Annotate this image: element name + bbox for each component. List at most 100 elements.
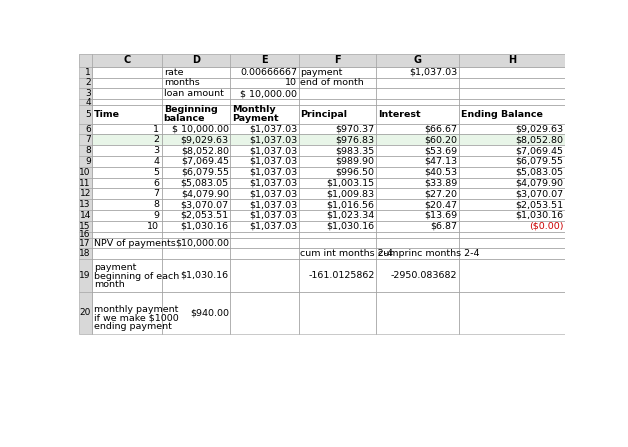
- Bar: [162, 89, 230, 99]
- Bar: [78, 124, 565, 135]
- Bar: [78, 177, 565, 188]
- Bar: [230, 238, 298, 249]
- Text: $13.69: $13.69: [425, 211, 457, 220]
- Text: 10: 10: [147, 222, 159, 231]
- Bar: [78, 105, 92, 124]
- Text: 2: 2: [85, 78, 91, 88]
- Bar: [376, 232, 459, 238]
- Text: $5,083.05: $5,083.05: [181, 178, 229, 187]
- Text: $9,029.63: $9,029.63: [516, 125, 564, 134]
- Bar: [78, 67, 92, 77]
- Bar: [230, 167, 298, 177]
- Text: payment: payment: [94, 263, 136, 272]
- Text: 5: 5: [153, 168, 159, 177]
- Bar: [298, 99, 376, 105]
- Bar: [298, 232, 376, 238]
- Text: 13: 13: [79, 200, 91, 209]
- Bar: [78, 291, 565, 334]
- Bar: [78, 156, 565, 167]
- Bar: [78, 89, 92, 99]
- Text: 0.00666667: 0.00666667: [240, 67, 297, 76]
- Bar: [162, 77, 230, 89]
- Bar: [78, 259, 92, 291]
- Bar: [298, 167, 376, 177]
- Bar: [459, 105, 565, 124]
- Text: $1,016.56: $1,016.56: [327, 200, 374, 209]
- Text: Ending Balance: Ending Balance: [460, 110, 543, 119]
- Bar: [78, 221, 92, 232]
- Text: $2,053.51: $2,053.51: [516, 200, 564, 209]
- Text: $6,079.55: $6,079.55: [181, 168, 229, 177]
- Text: $1,003.15: $1,003.15: [327, 178, 374, 187]
- Text: Interest: Interest: [377, 110, 420, 119]
- Text: $970.37: $970.37: [335, 125, 374, 134]
- Text: 17: 17: [79, 239, 91, 248]
- Text: Time: Time: [94, 110, 120, 119]
- Bar: [78, 54, 92, 67]
- Text: -2950.083682: -2950.083682: [391, 271, 457, 280]
- Text: end of month: end of month: [300, 78, 364, 88]
- Bar: [78, 232, 565, 238]
- Text: beginning of each: beginning of each: [94, 271, 179, 281]
- Bar: [376, 135, 459, 145]
- Bar: [162, 145, 230, 156]
- Bar: [78, 67, 565, 77]
- Bar: [162, 238, 230, 249]
- Text: $ 10,000.00: $ 10,000.00: [172, 125, 229, 134]
- Bar: [459, 188, 565, 199]
- Bar: [92, 89, 162, 99]
- Bar: [459, 67, 565, 77]
- Bar: [298, 238, 376, 249]
- Text: $989.90: $989.90: [335, 157, 374, 166]
- Bar: [78, 199, 92, 210]
- Bar: [162, 67, 230, 77]
- Bar: [162, 291, 230, 334]
- Bar: [459, 89, 565, 99]
- Text: $1,037.03: $1,037.03: [249, 135, 297, 144]
- Bar: [92, 124, 162, 135]
- Bar: [230, 105, 298, 124]
- Text: $33.89: $33.89: [425, 178, 457, 187]
- Bar: [376, 167, 459, 177]
- Text: 1: 1: [85, 67, 91, 76]
- Text: $40.53: $40.53: [425, 168, 457, 177]
- Text: $1,037.03: $1,037.03: [249, 125, 297, 134]
- Bar: [162, 54, 230, 67]
- Bar: [230, 249, 298, 259]
- Bar: [162, 232, 230, 238]
- Text: $983.35: $983.35: [335, 146, 374, 155]
- Bar: [230, 199, 298, 210]
- Bar: [162, 156, 230, 167]
- Text: G: G: [414, 55, 421, 65]
- Text: $1,030.16: $1,030.16: [181, 271, 229, 280]
- Text: $60.20: $60.20: [425, 135, 457, 144]
- Bar: [459, 124, 565, 135]
- Bar: [298, 221, 376, 232]
- Bar: [92, 188, 162, 199]
- Text: $996.50: $996.50: [335, 168, 374, 177]
- Text: 14: 14: [80, 211, 91, 220]
- Bar: [162, 221, 230, 232]
- Bar: [298, 259, 376, 291]
- Text: $5,083.05: $5,083.05: [516, 168, 564, 177]
- Bar: [92, 99, 162, 105]
- Text: monthly payment: monthly payment: [94, 305, 178, 314]
- Text: 9: 9: [153, 211, 159, 220]
- Text: $1,037.03: $1,037.03: [249, 168, 297, 177]
- Bar: [459, 156, 565, 167]
- Bar: [459, 135, 565, 145]
- Bar: [78, 89, 565, 99]
- Text: $4,079.90: $4,079.90: [181, 189, 229, 198]
- Text: $66.67: $66.67: [425, 125, 457, 134]
- Bar: [230, 156, 298, 167]
- Bar: [230, 54, 298, 67]
- Bar: [92, 291, 162, 334]
- Bar: [298, 145, 376, 156]
- Bar: [298, 188, 376, 199]
- Bar: [459, 238, 565, 249]
- Text: cumprinc months 2-4: cumprinc months 2-4: [377, 249, 479, 258]
- Bar: [78, 77, 565, 89]
- Bar: [78, 221, 565, 232]
- Bar: [162, 259, 230, 291]
- Bar: [376, 199, 459, 210]
